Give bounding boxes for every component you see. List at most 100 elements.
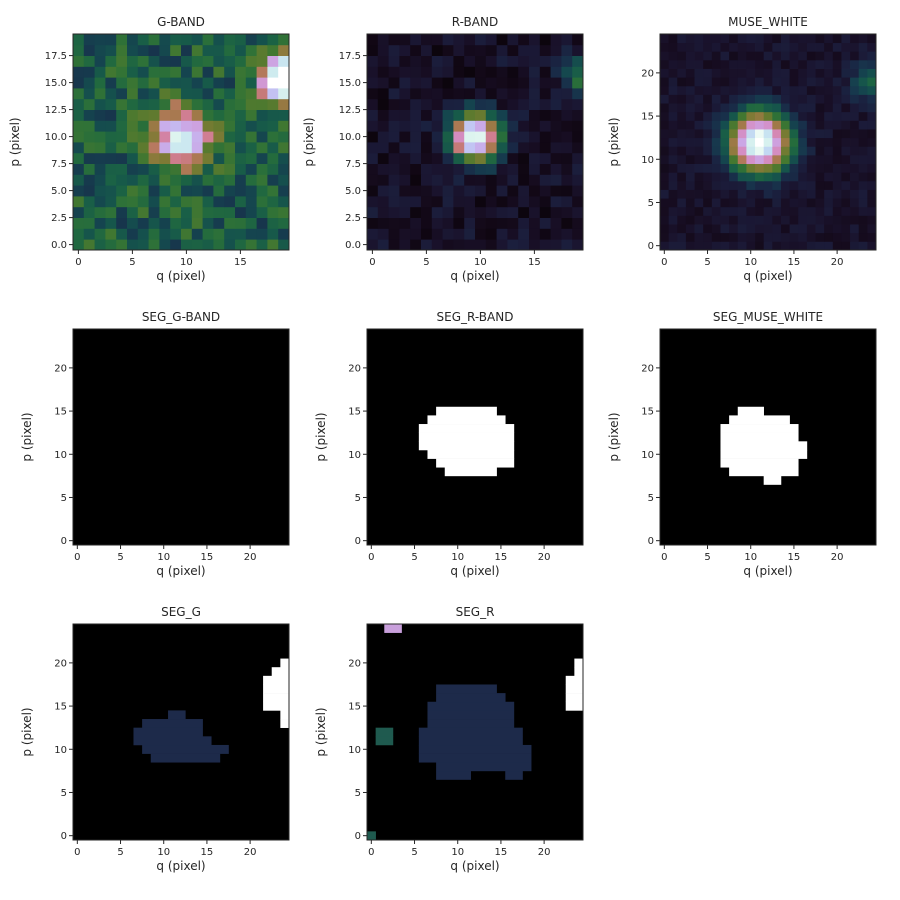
pixel-cell — [105, 44, 117, 56]
pixel-cell — [789, 198, 799, 208]
pixel-cell — [507, 66, 519, 78]
pixel-cell — [235, 152, 247, 164]
pixel-cell — [660, 59, 670, 69]
pixel-cell — [867, 34, 877, 44]
pixel-cell — [841, 241, 851, 251]
pixel-cell — [668, 198, 678, 208]
segment-region — [436, 684, 497, 694]
pixel-cell — [660, 206, 670, 216]
pixel-cell — [399, 120, 411, 132]
pixel-cell — [267, 228, 279, 240]
pixel-cell — [677, 51, 687, 61]
pixel-cell — [772, 215, 782, 225]
pixel-cell — [377, 206, 389, 218]
pixel-cell — [137, 44, 149, 56]
pixel-cell — [539, 163, 551, 175]
pixel-cell — [660, 42, 670, 52]
pixel-cell — [755, 241, 765, 251]
pixel-cell — [867, 68, 877, 78]
pixel-cell — [496, 98, 508, 110]
pixel-cell — [572, 131, 584, 143]
pixel-cell — [668, 215, 678, 225]
pixel-cell — [668, 163, 678, 173]
pixel-cell — [529, 88, 541, 100]
x-axis-label: q (pixel) — [156, 564, 205, 578]
pixel-cell — [529, 142, 541, 154]
pixel-cell — [159, 77, 171, 89]
pixel-cell — [694, 129, 704, 139]
pixel-cell — [677, 111, 687, 121]
pixel-cell — [815, 120, 825, 130]
pixel-cell — [729, 224, 739, 234]
pixel-cell — [224, 120, 236, 132]
pixel-cell — [772, 111, 782, 121]
pixel-cell — [529, 131, 541, 143]
pixel-cell — [245, 206, 257, 218]
pixel-cell — [824, 137, 834, 147]
pixel-cell — [539, 131, 551, 143]
pixel-cell — [507, 239, 519, 251]
pixel-cell — [685, 51, 695, 61]
pixel-cell — [191, 185, 203, 197]
pixel-cell — [772, 172, 782, 182]
x-axis-label: q (pixel) — [450, 859, 499, 873]
pixel-cell — [367, 163, 379, 175]
pixel-cell — [224, 44, 236, 56]
pixel-cell — [841, 180, 851, 190]
pixel-cell — [148, 206, 160, 218]
pixel-cell — [789, 34, 799, 44]
pixel-cell — [181, 88, 193, 100]
pixel-cell — [755, 206, 765, 216]
pixel-cell — [737, 198, 747, 208]
pixel-cell — [116, 196, 128, 208]
pixel-cell — [720, 51, 730, 61]
pixel-cell — [763, 215, 773, 225]
pixel-cell — [780, 206, 790, 216]
pixel-cell — [720, 232, 730, 242]
x-tick-label: 5 — [117, 847, 123, 858]
pixel-cell — [550, 185, 562, 197]
pixel-cell — [367, 55, 379, 67]
x-tick-label: 10 — [157, 552, 170, 563]
pixel-cell — [442, 174, 454, 186]
pixel-cell — [137, 109, 149, 121]
segment-region — [444, 467, 497, 477]
pixel-cell — [377, 152, 389, 164]
pixel-cell — [148, 34, 160, 46]
pixel-cell — [235, 120, 247, 132]
pixel-cell — [746, 42, 756, 52]
pixel-cell — [703, 120, 713, 130]
pixel-cell — [550, 152, 562, 164]
pixel-cell — [539, 44, 551, 56]
segment-region — [720, 432, 799, 442]
pixel-cell — [824, 163, 834, 173]
x-tick-label: 0 — [75, 257, 81, 268]
y-tick-label: 0 — [648, 241, 654, 252]
pixel-cell — [561, 44, 573, 56]
y-tick-label: 5 — [648, 493, 654, 504]
pixel-cell — [772, 146, 782, 156]
panel-title: SEG_R — [456, 605, 495, 619]
y-tick-label: 5 — [61, 493, 67, 504]
pixel-cell — [388, 185, 400, 197]
pixel-cell — [780, 137, 790, 147]
pixel-cell — [737, 154, 747, 164]
axes-frame — [72, 623, 290, 841]
pixel-cell — [442, 109, 454, 121]
pixel-cell — [453, 44, 465, 56]
pixel-cell — [410, 239, 422, 251]
pixel-cell — [453, 66, 465, 78]
pixel-cell — [496, 228, 508, 240]
segment-region — [418, 441, 515, 451]
pixel-cell — [507, 44, 519, 56]
pixel-cell — [410, 174, 422, 186]
x-tick-label: 20 — [831, 552, 844, 563]
pixel-cell — [572, 239, 584, 251]
pixel-cell — [780, 34, 790, 44]
pixel-cell — [377, 142, 389, 154]
pixel-cell — [815, 51, 825, 61]
pixel-cell — [677, 34, 687, 44]
pixel-cell — [841, 129, 851, 139]
pixel-cell — [399, 217, 411, 229]
